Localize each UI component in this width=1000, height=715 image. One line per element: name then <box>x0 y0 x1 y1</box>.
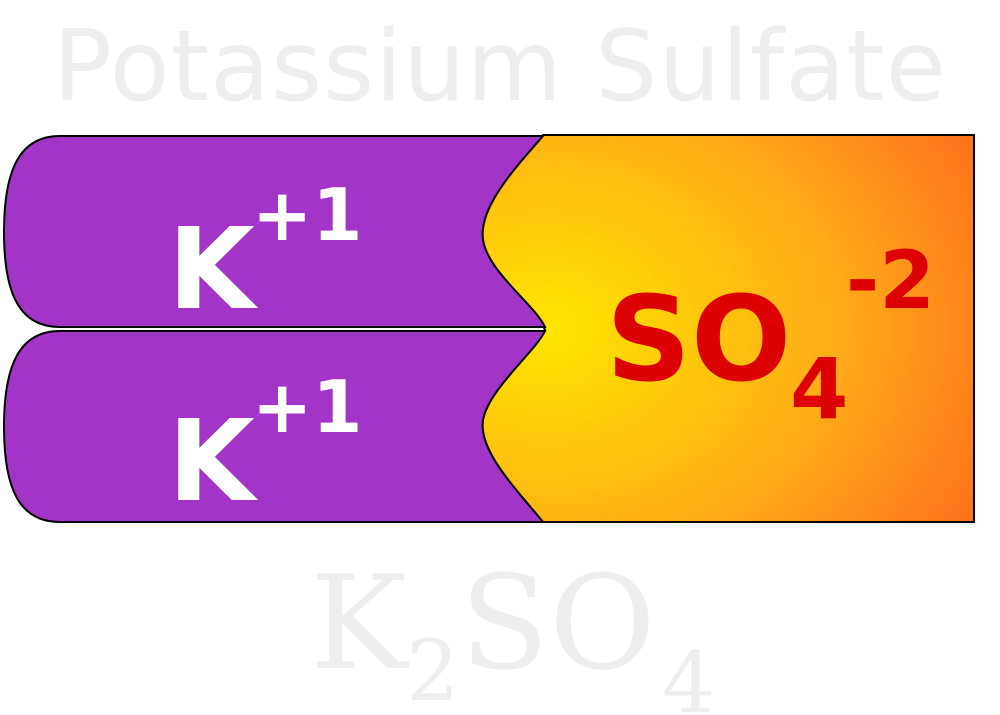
cation-label-top: K +1 <box>168 173 362 335</box>
anion-symbol: SO <box>606 270 791 408</box>
potassium-cation-block-top <box>2 135 547 328</box>
anion-charge: -2 <box>846 234 935 327</box>
chemical-formula: K 2 SO 4 <box>310 547 715 715</box>
cation-symbol-bottom: K <box>168 397 259 527</box>
cation-symbol-top: K <box>168 205 259 335</box>
formula-subscript-2: 4 <box>662 634 715 715</box>
formula-element-2: SO <box>460 547 656 699</box>
formula-subscript-1: 2 <box>406 622 459 715</box>
cation-charge-top: +1 <box>252 173 362 257</box>
cation-label-bottom: K +1 <box>168 365 362 527</box>
formula-element-1: K <box>310 547 410 699</box>
potassium-cation-block-bottom <box>2 330 547 523</box>
anion-label: SO 4 -2 <box>606 234 935 438</box>
compound-name-title: Potassium Sulfate <box>53 10 947 124</box>
anion-subscript: 4 <box>790 340 848 438</box>
cation-charge-bottom: +1 <box>252 365 362 449</box>
